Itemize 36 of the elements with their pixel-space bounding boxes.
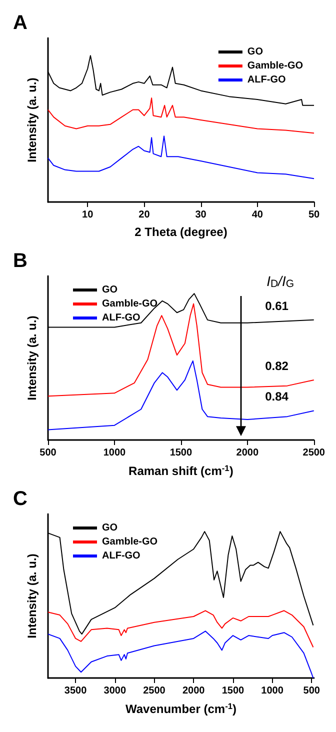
legend-label: Gamble-GO bbox=[247, 60, 304, 72]
x-tick-label: 2000 bbox=[182, 686, 206, 696]
chart-title: C bbox=[13, 488, 28, 510]
chart-title: B bbox=[13, 250, 28, 272]
x-tick-label: 3500 bbox=[64, 686, 88, 696]
annotation: 0.61 bbox=[265, 298, 289, 313]
x-tick-label: 20 bbox=[138, 210, 150, 220]
x-tick-label: 30 bbox=[195, 210, 207, 220]
x-tick-label: 2500 bbox=[143, 686, 166, 696]
legend-label: GO bbox=[247, 46, 264, 58]
legend-label: GO bbox=[102, 284, 118, 296]
x-tick-label: 10 bbox=[82, 210, 94, 220]
x-tick-label: 500 bbox=[40, 448, 57, 458]
x-tick-label: 50 bbox=[308, 210, 320, 220]
legend-label: ALF-GO bbox=[102, 312, 141, 324]
legend-label: ALF-GO bbox=[102, 550, 141, 562]
chart-title: A bbox=[13, 12, 28, 34]
x-tick-label: 2000 bbox=[236, 448, 259, 458]
annotation: 0.84 bbox=[265, 390, 289, 404]
annotation: 0.82 bbox=[265, 358, 289, 373]
y-axis-title: Intensity (a. u.) bbox=[25, 554, 39, 638]
x-tick-label: 1000 bbox=[103, 448, 126, 458]
x-tick-label: 1000 bbox=[261, 686, 284, 696]
x-tick-label: 40 bbox=[252, 210, 264, 220]
x-axis-title: 2 Theta (degree) bbox=[134, 225, 228, 239]
legend-label: Gamble-GO bbox=[102, 298, 158, 310]
x-tick-label: 1500 bbox=[170, 448, 192, 458]
y-axis-title: Intensity (a. u.) bbox=[25, 78, 39, 162]
x-tick-label: 1500 bbox=[222, 686, 244, 696]
x-tick-label: 500 bbox=[303, 686, 320, 696]
legend-label: Gamble-GO bbox=[102, 536, 158, 548]
legend-label: GO bbox=[102, 522, 118, 534]
x-tick-label: 2500 bbox=[302, 448, 326, 458]
legend-label: ALF-GO bbox=[247, 74, 286, 86]
y-axis-title: Intensity (a. u.) bbox=[25, 316, 39, 400]
x-tick-label: 3000 bbox=[104, 686, 126, 696]
